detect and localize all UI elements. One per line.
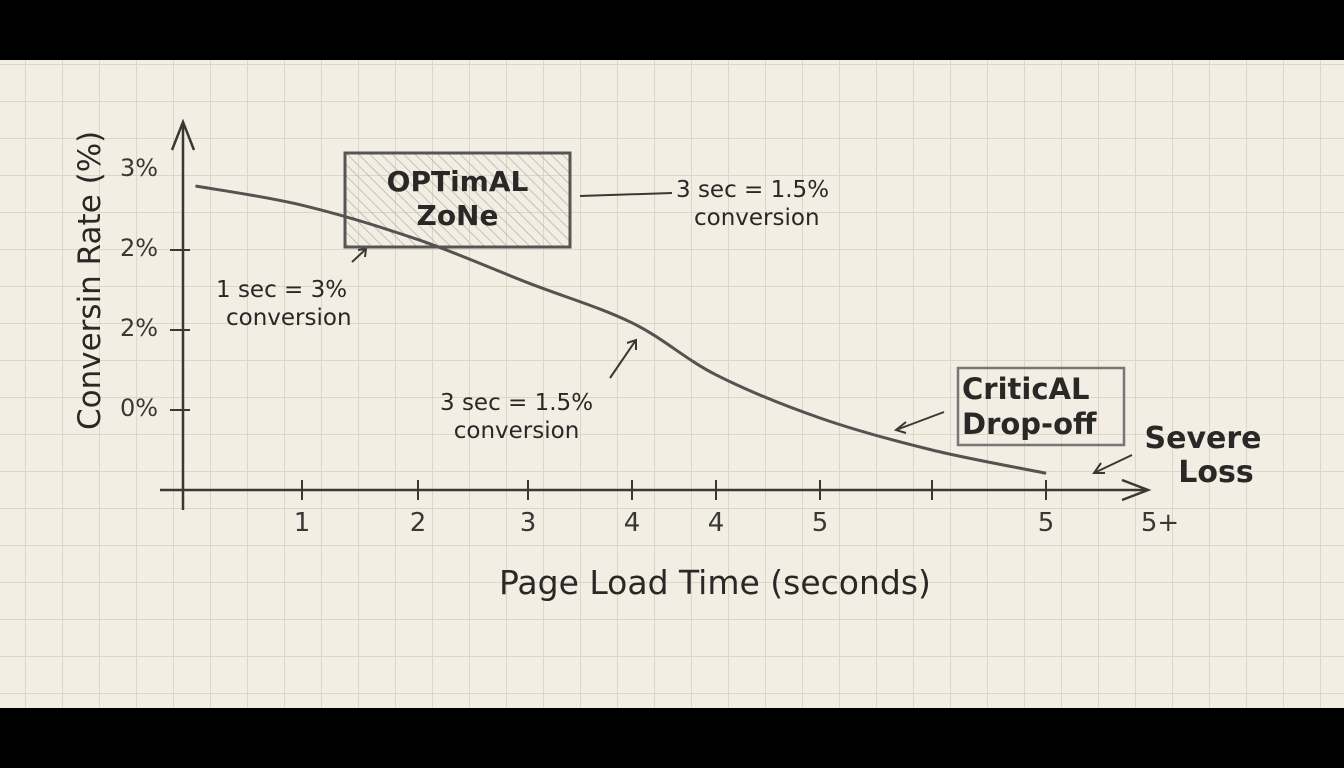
- y-tick-label: 3%: [120, 154, 159, 182]
- data-point: [417, 239, 419, 241]
- arrow-icon: [351, 247, 368, 263]
- data-point: [1045, 472, 1047, 474]
- x-axis-label: Page Load Time (seconds): [499, 563, 931, 602]
- optimal-zone-label: OPTimAL ZoNe: [345, 165, 570, 233]
- x-tick-label: 4: [707, 508, 725, 538]
- data-point: [527, 282, 529, 284]
- y-tick-label: 0%: [120, 394, 159, 422]
- x-tick-label: 5: [1037, 508, 1055, 538]
- severe-label: Severe Loss: [1138, 422, 1268, 490]
- three-sec-line2: conversion: [453, 418, 580, 444]
- x-tick-label: 2: [409, 508, 427, 538]
- critical-box: [956, 366, 1126, 447]
- three-sec-line1: 3 sec = 1.5%: [440, 390, 594, 416]
- critical-label: CriticAL Drop-off: [962, 372, 1097, 442]
- one-sec-line2: conversion: [226, 305, 352, 331]
- x-tick-label: 5: [811, 508, 829, 538]
- one-sec-line1: 1 sec = 3%: [216, 277, 348, 303]
- chart-paper: [0, 60, 1344, 708]
- arrow-icon: [609, 338, 637, 379]
- x-tick-label: 1: [293, 508, 311, 538]
- data-point: [931, 449, 933, 451]
- optimal-zone-line1: OPTimAL: [386, 165, 529, 198]
- critical-line1: CriticAL: [962, 372, 1090, 406]
- one-sec-note: 1 sec = 3% conversion: [216, 276, 352, 332]
- optimal-zone-line2: ZoNe: [416, 199, 499, 232]
- data-point: [819, 417, 821, 419]
- data-point: [631, 322, 633, 324]
- y-axis-arrow: [170, 118, 196, 151]
- y-axis-label: Conversin Rate (%): [72, 130, 108, 430]
- critical-line2: Drop-off: [962, 407, 1097, 441]
- top-note-line1: 3 sec = 1.5%: [676, 177, 830, 203]
- top-note-line2: conversion: [694, 205, 820, 231]
- data-point: [715, 374, 717, 376]
- optimal-zone-box: [343, 151, 572, 249]
- arrow-icon: [1092, 454, 1133, 474]
- arrow-icon: [893, 411, 945, 434]
- x-axis-arrow: [1121, 478, 1152, 502]
- x-tick-label: 4: [623, 508, 641, 538]
- data-point: [195, 185, 197, 187]
- severe-line1: Severe: [1144, 421, 1262, 456]
- x-tick-label: 5+: [1140, 508, 1180, 538]
- top-note: 3 sec = 1.5% conversion: [676, 176, 829, 232]
- top-note-leader: [579, 192, 673, 197]
- three-sec-note: 3 sec = 1.5% conversion: [440, 389, 593, 445]
- x-tick-label: 3: [519, 508, 537, 538]
- severe-line2: Loss: [1178, 455, 1254, 490]
- y-tick-label: 2%: [120, 234, 159, 262]
- y-tick-label: 2%: [120, 314, 159, 342]
- data-point: [301, 204, 303, 206]
